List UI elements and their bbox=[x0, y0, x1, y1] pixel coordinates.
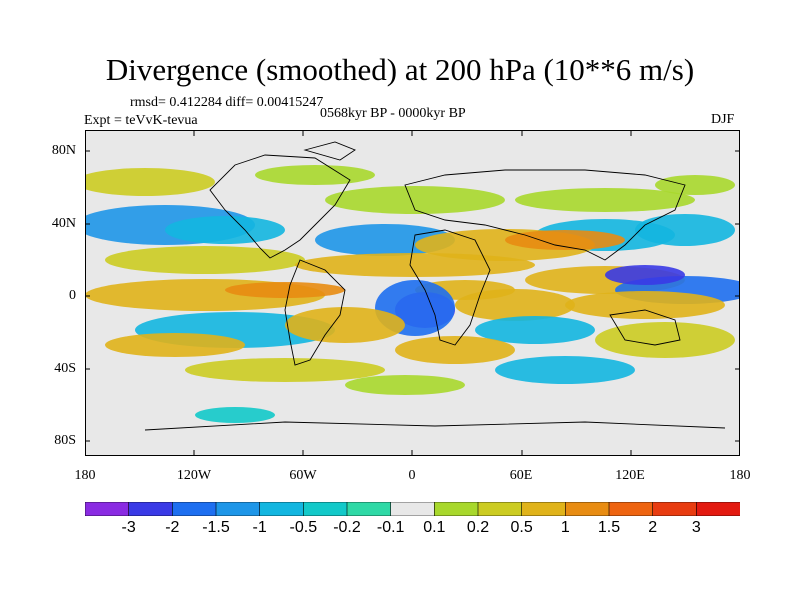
experiment-label: Expt = teVvK-tevua bbox=[84, 113, 198, 128]
colorbar-swatch bbox=[652, 502, 697, 516]
season-label: DJF bbox=[711, 112, 735, 127]
field-contour bbox=[165, 216, 285, 244]
colorbar-label: -1 bbox=[252, 519, 267, 536]
lon-label-120e: 120E bbox=[615, 468, 645, 483]
colorbar-swatch bbox=[215, 502, 261, 516]
colorbar-label: -0.1 bbox=[376, 519, 405, 536]
coastline bbox=[404, 169, 686, 261]
field-contour bbox=[395, 336, 515, 364]
colorbar-label: 1.5 bbox=[597, 519, 621, 536]
colorbar-swatch bbox=[608, 502, 654, 516]
field-contour bbox=[595, 322, 735, 358]
field-contour bbox=[225, 282, 345, 298]
field-contour bbox=[295, 253, 535, 277]
stats-text: rmsd= 0.412284 diff= 0.00415247 bbox=[130, 95, 324, 110]
field-contour bbox=[325, 186, 505, 214]
lat-label-0: 0 bbox=[69, 288, 76, 303]
lat-label-80s: 80S bbox=[54, 433, 76, 448]
lat-label-80n: 80N bbox=[51, 143, 76, 158]
colorbar-swatch bbox=[346, 502, 392, 516]
field-contour bbox=[195, 407, 275, 423]
tick-marks bbox=[85, 130, 740, 456]
field-contour bbox=[495, 356, 635, 384]
colorbar-label: -1.5 bbox=[202, 519, 230, 536]
colorbar-swatch bbox=[259, 502, 304, 516]
colorbar-label: -0.5 bbox=[289, 519, 318, 536]
colorbar-label: 0.1 bbox=[423, 519, 446, 536]
colorbar-label: 1 bbox=[560, 519, 570, 536]
field-contour bbox=[655, 175, 735, 195]
coastline bbox=[144, 421, 726, 431]
colorbar-swatch bbox=[303, 502, 348, 516]
lat-label-40s: 40S bbox=[54, 361, 76, 376]
field-contour bbox=[505, 230, 625, 250]
colorbar-swatch bbox=[390, 502, 435, 516]
colorbar-swatch bbox=[128, 502, 173, 516]
colorbar-swatch bbox=[172, 502, 217, 516]
field-contour bbox=[85, 168, 215, 196]
colorbar-swatch bbox=[521, 502, 566, 516]
period-label: 0568kyr BP - 0000kyr BP bbox=[320, 106, 466, 121]
field-contour bbox=[185, 358, 385, 382]
lon-label-180w: 180 bbox=[74, 468, 96, 483]
chart-title: Divergence (smoothed) at 200 hPa (10**6 … bbox=[105, 52, 695, 87]
coastline bbox=[609, 309, 681, 346]
colorbar-label: 2 bbox=[648, 519, 658, 536]
lon-label-180e: 180 bbox=[729, 468, 751, 483]
field-contour bbox=[635, 214, 735, 246]
colorbar-label: 0.2 bbox=[466, 519, 490, 536]
colorbar-label: -0.2 bbox=[333, 519, 361, 536]
field-contour bbox=[105, 246, 305, 274]
coastline bbox=[303, 141, 356, 161]
field-contour bbox=[105, 333, 245, 357]
lon-label-120w: 120W bbox=[176, 468, 212, 483]
colorbar-label: -2 bbox=[165, 519, 180, 536]
colorbar bbox=[85, 502, 740, 516]
field-contour bbox=[455, 289, 575, 321]
field-contour bbox=[565, 291, 725, 319]
coastline bbox=[209, 154, 351, 259]
colorbar-label: 3 bbox=[691, 519, 701, 536]
colorbar-swatch bbox=[85, 502, 130, 516]
colorbar-label: 0.5 bbox=[510, 519, 533, 536]
lon-label-60e: 60E bbox=[509, 468, 533, 483]
colorbar-label: -3 bbox=[121, 519, 136, 536]
divergence-field bbox=[85, 165, 740, 423]
colorbar-swatch bbox=[477, 502, 523, 516]
field-contour bbox=[515, 188, 695, 212]
lon-label-60w: 60W bbox=[289, 468, 317, 483]
coastlines bbox=[144, 141, 726, 431]
field-contour bbox=[345, 375, 465, 395]
field-contour bbox=[255, 165, 375, 185]
lat-label-40n: 40N bbox=[51, 216, 76, 231]
coastline bbox=[284, 259, 346, 366]
field-contour bbox=[285, 307, 405, 343]
coastline bbox=[409, 229, 491, 346]
field-contour bbox=[475, 316, 595, 344]
divergence-map bbox=[85, 130, 740, 456]
colorbar-swatch bbox=[696, 502, 740, 516]
colorbar-swatch bbox=[565, 502, 610, 516]
lon-label-0: 0 bbox=[408, 468, 416, 483]
colorbar-swatch bbox=[434, 502, 479, 516]
field-contour bbox=[605, 265, 685, 285]
